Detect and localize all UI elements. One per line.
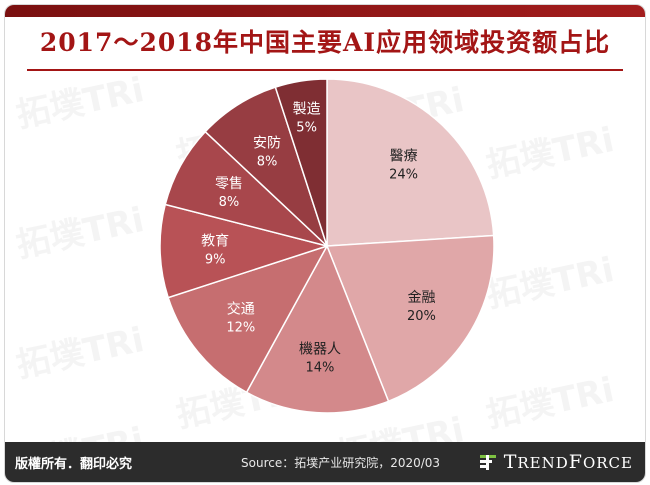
slice-value-label: 9% [205, 253, 226, 268]
pie-slice [325, 234, 495, 403]
slice-label: 零售 [215, 176, 243, 192]
slice-label: 安防 [253, 136, 281, 152]
slice-label: 教育 [201, 234, 229, 250]
pie-slice [326, 78, 495, 247]
slice-label: 醫療 [390, 147, 418, 164]
slice-label: 金融 [407, 290, 435, 306]
pie-slice [159, 203, 330, 299]
slide-frame: 拓墣TRi拓墣TRi拓墣TRi拓墣TRi拓墣TRi拓墣TRi拓墣TRi拓墣TRi… [4, 4, 646, 483]
pie-slice [274, 78, 328, 247]
slice-value-label: 12% [226, 320, 255, 335]
slice-value-label: 20% [407, 309, 436, 324]
slice-value-label: 14% [306, 361, 335, 376]
chart-title: 2017～2018年中国主要AI应用领域投资额占比 [39, 28, 611, 57]
top-band [5, 5, 645, 17]
trendforce-wordmark: TRENDFORCE [503, 451, 633, 473]
pie-slice [245, 244, 390, 414]
slice-value-label: 8% [219, 195, 240, 210]
trendforce-logo: TRENDFORCE [478, 449, 633, 475]
pie-chart: 醫療 24% 金融 20% 機器人 14% 交通 12% 教育 9% 零售 8% 安防 8% 製造 5% [159, 78, 495, 414]
title-underline [27, 69, 623, 71]
trendforce-mark-icon [479, 455, 496, 470]
slice-label: 製造 [293, 101, 321, 117]
pie-slice [167, 244, 329, 394]
copyright-text: 版權所有．翻印必究 [15, 457, 133, 472]
source-text: Source：拓墣产业研究院，2020/03 [241, 456, 441, 470]
slice-value-label: 8% [257, 155, 278, 170]
slice-value-label: 5% [296, 120, 317, 135]
chart-area: 醫療 24% 金融 20% 機器人 14% 交通 12% 教育 9% 零售 8% 安防 8% 製造 5% [5, 5, 645, 482]
slice-label: 機器人 [299, 342, 341, 358]
slice-value-label: 24% [389, 167, 418, 182]
slice-label: 交通 [227, 300, 255, 317]
footer-bar: 版權所有．翻印必究 Source：拓墣产业研究院，2020/03 TRENDFO… [5, 442, 645, 482]
